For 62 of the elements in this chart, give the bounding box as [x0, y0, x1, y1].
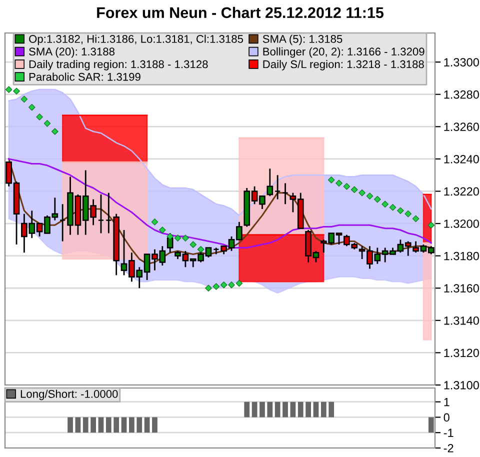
y-tick-label: 1.3180	[444, 252, 479, 260]
point	[52, 128, 58, 135]
candlestick	[106, 192, 112, 234]
candlestick	[274, 174, 281, 200]
point	[389, 204, 396, 211]
y-tick-label: 1.3140	[444, 316, 479, 325]
y-tick-label: -2	[444, 444, 454, 452]
point	[197, 246, 204, 253]
candlestick	[98, 194, 104, 234]
point	[28, 104, 36, 111]
point	[220, 282, 228, 288]
point	[343, 183, 350, 190]
y-tick-label: 1.3220	[444, 187, 479, 196]
y-tick-label: 1.3260	[444, 122, 479, 132]
point	[190, 241, 197, 248]
point	[159, 226, 166, 234]
point	[36, 114, 43, 120]
candlestick	[266, 168, 274, 197]
point	[212, 283, 220, 290]
y-tick-label: 1.3200	[444, 220, 479, 228]
point	[358, 189, 366, 196]
point	[13, 88, 20, 95]
point	[151, 218, 158, 226]
point	[182, 234, 189, 242]
y-tick-label: -1	[444, 428, 454, 437]
y-tick-label: 1.3300	[444, 58, 479, 66]
legend-label: Daily S/L region: 1.3218 - 1.3188	[263, 60, 424, 70]
point	[5, 86, 12, 93]
legend-label: Bollinger (20, 2): 1.3166 - 1.3209	[263, 47, 424, 58]
y-tick-label: 1.3120	[444, 348, 479, 358]
point	[428, 222, 435, 229]
point	[328, 176, 335, 184]
candlestick	[59, 203, 66, 242]
legend-label: Long/Short: -1.0000	[20, 390, 118, 400]
legend-label: Daily trading region: 1.3188 - 1.3128	[29, 60, 208, 70]
legend-label: Op:1.3182, Hi:1.3186, Lo:1.3181, Cl:1.3185	[29, 34, 244, 46]
point	[236, 280, 243, 287]
y-tick-label: 1.3280	[444, 90, 479, 99]
point	[374, 196, 381, 203]
legend-label: SMA (5): 1.3185	[262, 34, 342, 46]
point	[44, 120, 51, 127]
y-tick-label: 1.3240	[444, 154, 479, 164]
point	[350, 186, 358, 194]
point	[382, 200, 388, 208]
point	[20, 96, 28, 103]
y-tick-label: 1	[444, 398, 450, 406]
point	[412, 215, 420, 222]
chart-title: Forex um Neun - Chart 25.12.2012 11:15	[97, 6, 384, 18]
point	[336, 180, 342, 187]
point	[166, 233, 174, 240]
point	[205, 284, 212, 292]
point	[397, 207, 404, 214]
y-tick-label: 1.3160	[444, 284, 479, 293]
point	[366, 192, 374, 200]
point	[174, 234, 182, 242]
y-tick-label: 1.3100	[444, 381, 479, 390]
candlestick	[282, 182, 288, 205]
legend-label: Parabolic SAR: 1.3199	[29, 72, 140, 81]
point	[404, 210, 412, 218]
point	[228, 282, 235, 288]
legend-label: SMA (20): 1.3188	[29, 47, 115, 58]
y-tick-label: 0	[444, 413, 450, 422]
